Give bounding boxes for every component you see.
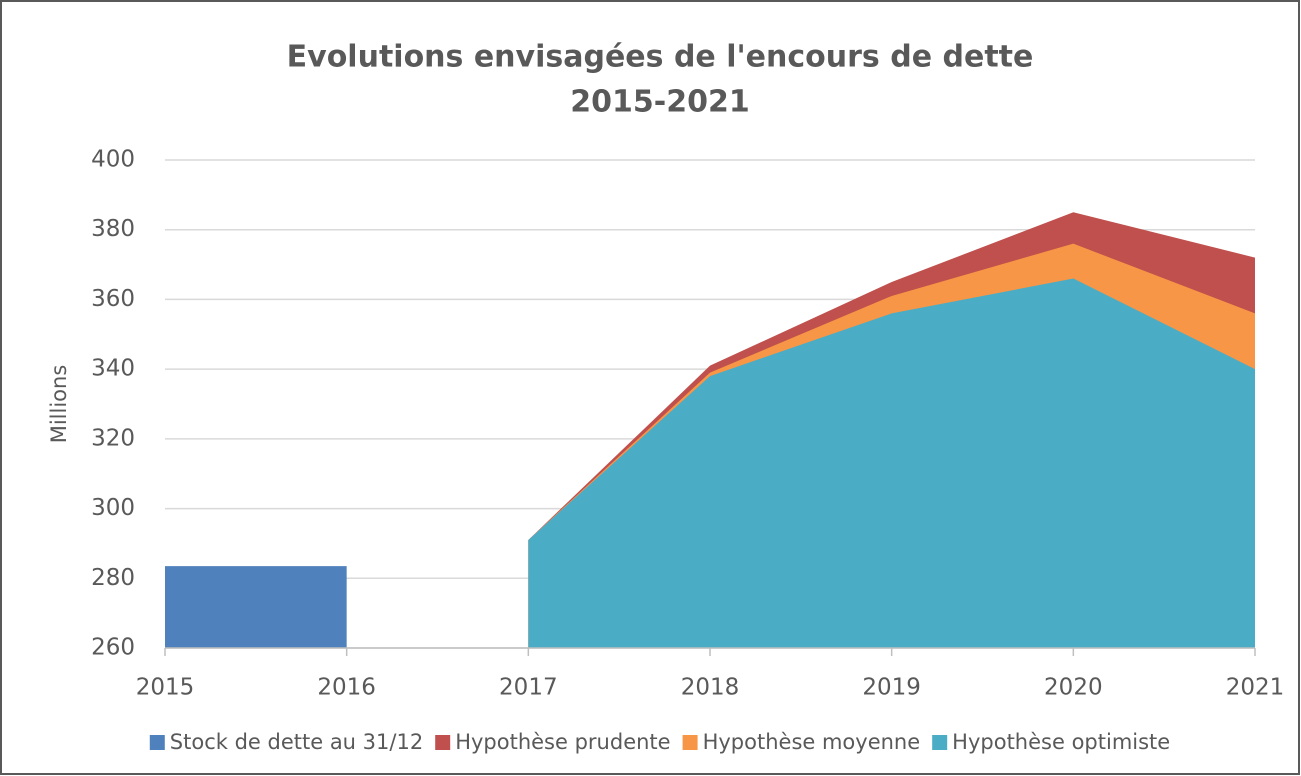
y-tick-label: 400	[91, 147, 135, 173]
chart-subtitle: 2015-2021	[570, 85, 749, 120]
area	[528, 278, 1255, 648]
legend-swatch	[149, 735, 165, 750]
y-tick-label: 260	[91, 635, 135, 661]
y-tick-label: 280	[91, 565, 135, 591]
y-tick-label: 300	[91, 495, 135, 521]
x-tick-label: 2015	[136, 675, 195, 701]
x-tick-label: 2020	[1044, 675, 1103, 701]
y-tick-label: 360	[91, 286, 135, 312]
y-axis-label: Millions	[47, 365, 71, 444]
y-tick-label: 380	[91, 216, 135, 242]
x-tick-label: 2017	[499, 675, 558, 701]
x-tick-label: 2019	[862, 675, 921, 701]
x-tick-label: 2016	[317, 675, 376, 701]
legend-label: Stock de dette au 31/12	[170, 730, 423, 754]
legend-label: Hypothèse prudente	[455, 730, 670, 754]
legend-label: Hypothèse moyenne	[703, 730, 921, 754]
area	[165, 566, 347, 648]
y-tick-label: 340	[91, 356, 135, 382]
y-tick-label: 320	[91, 425, 135, 451]
chart-title: Evolutions envisagées de l'encours de de…	[287, 40, 1034, 75]
legend-swatch	[932, 735, 948, 750]
legend-label: Hypothèse optimiste	[952, 730, 1170, 754]
x-tick-label: 2021	[1226, 675, 1285, 701]
x-tick-label: 2018	[681, 675, 740, 701]
legend-swatch	[682, 735, 698, 750]
legend-swatch	[435, 735, 451, 750]
